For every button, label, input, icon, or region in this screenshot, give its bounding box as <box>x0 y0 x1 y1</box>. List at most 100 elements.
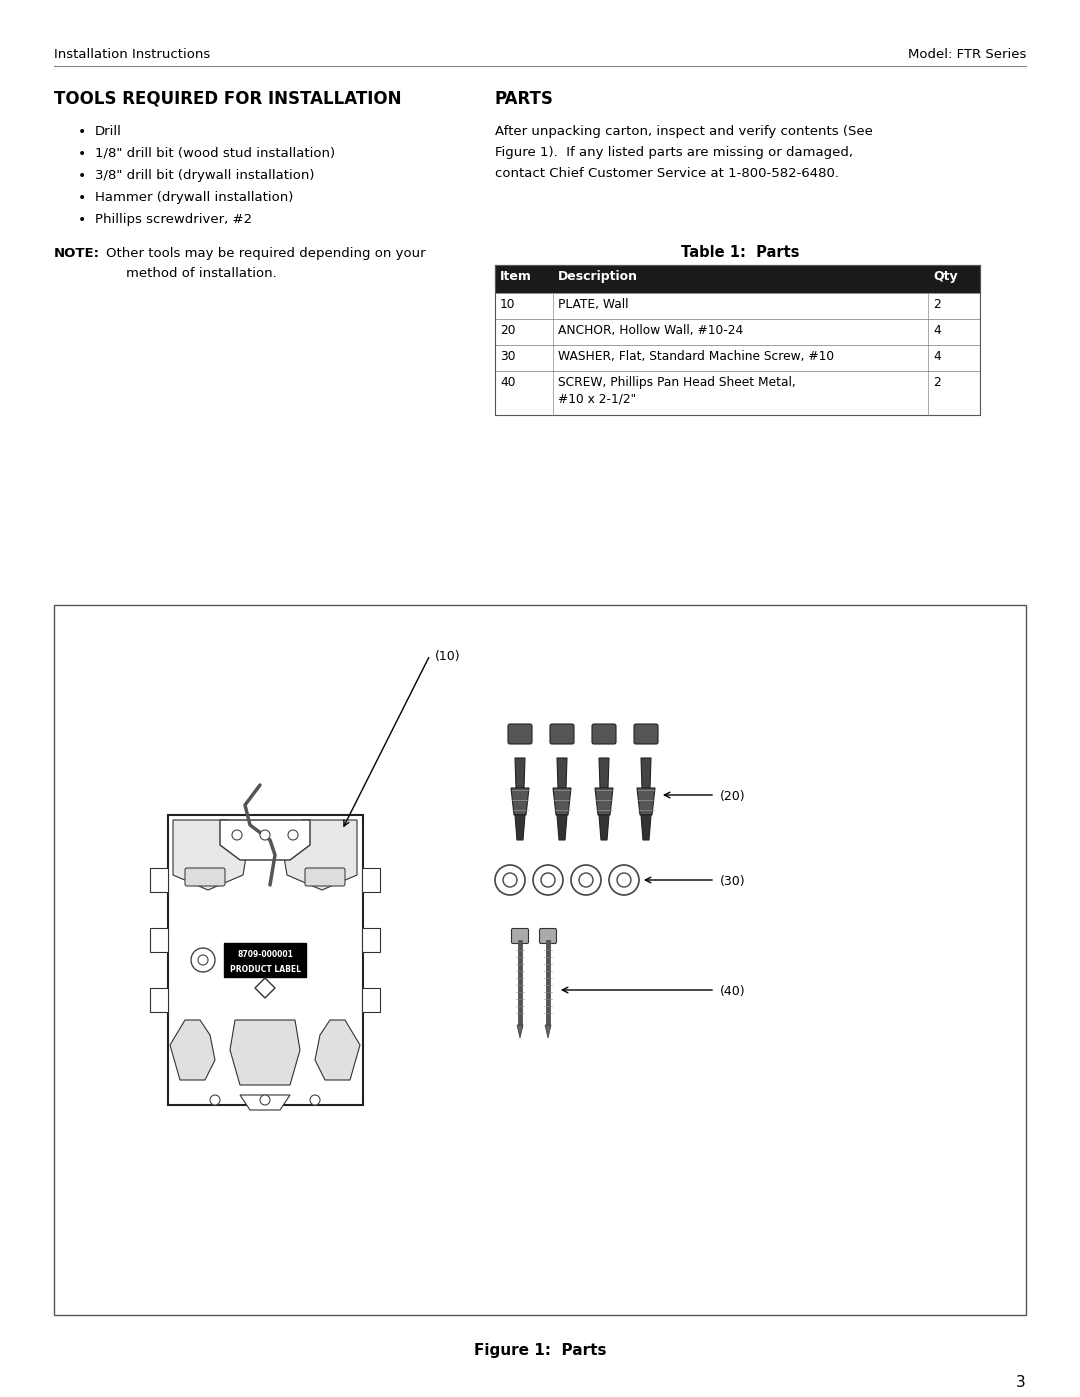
Circle shape <box>210 1095 220 1105</box>
Circle shape <box>495 865 525 895</box>
Text: SCREW, Phillips Pan Head Sheet Metal,: SCREW, Phillips Pan Head Sheet Metal, <box>558 376 796 388</box>
Text: (20): (20) <box>720 789 745 803</box>
Bar <box>495 319 980 345</box>
Polygon shape <box>557 759 567 788</box>
Polygon shape <box>362 988 380 1011</box>
Text: 4: 4 <box>933 351 941 363</box>
Text: 2: 2 <box>933 298 941 312</box>
Text: WASHER, Flat, Standard Machine Screw, #10: WASHER, Flat, Standard Machine Screw, #1… <box>558 351 834 363</box>
Text: (30): (30) <box>720 875 745 888</box>
Circle shape <box>609 865 639 895</box>
Circle shape <box>260 830 270 840</box>
Text: PLATE, Wall: PLATE, Wall <box>558 298 629 312</box>
Text: 20: 20 <box>500 324 515 337</box>
Circle shape <box>617 873 631 887</box>
Bar <box>54 605 1026 1315</box>
Text: Phillips screwdriver, #2: Phillips screwdriver, #2 <box>95 212 252 226</box>
Circle shape <box>579 873 593 887</box>
Text: NOTE:: NOTE: <box>54 247 100 260</box>
Text: 30: 30 <box>500 351 515 363</box>
Text: Drill: Drill <box>95 124 122 138</box>
Polygon shape <box>515 814 525 840</box>
Polygon shape <box>170 1020 215 1080</box>
FancyBboxPatch shape <box>592 724 616 745</box>
Text: •: • <box>78 212 86 226</box>
Text: Model: FTR Series: Model: FTR Series <box>907 47 1026 61</box>
Bar <box>168 814 363 1105</box>
Text: 40: 40 <box>500 376 515 388</box>
FancyBboxPatch shape <box>512 929 528 943</box>
Text: Figure 1).  If any listed parts are missing or damaged,: Figure 1). If any listed parts are missi… <box>495 147 853 159</box>
Polygon shape <box>220 820 310 861</box>
Polygon shape <box>637 788 654 814</box>
Bar <box>495 265 980 415</box>
Bar <box>495 372 980 415</box>
Circle shape <box>534 865 563 895</box>
Circle shape <box>541 873 555 887</box>
FancyBboxPatch shape <box>634 724 658 745</box>
Polygon shape <box>599 759 609 788</box>
Text: 10: 10 <box>500 298 515 312</box>
Text: PRODUCT LABEL: PRODUCT LABEL <box>229 965 300 974</box>
Polygon shape <box>511 788 529 814</box>
Polygon shape <box>517 1025 523 1038</box>
Polygon shape <box>557 814 567 840</box>
Circle shape <box>288 830 298 840</box>
Text: Installation Instructions: Installation Instructions <box>54 47 211 61</box>
Polygon shape <box>150 988 168 1011</box>
Polygon shape <box>255 978 275 997</box>
Circle shape <box>260 1095 270 1105</box>
Text: Other tools may be required depending on your: Other tools may be required depending on… <box>106 247 426 260</box>
Text: Item: Item <box>500 270 531 284</box>
Text: Qty: Qty <box>933 270 958 284</box>
Polygon shape <box>595 788 613 814</box>
Bar <box>495 345 980 372</box>
Text: 8709-000001: 8709-000001 <box>238 950 293 958</box>
Polygon shape <box>240 1095 291 1111</box>
Polygon shape <box>150 868 168 893</box>
Text: method of installation.: method of installation. <box>126 267 276 279</box>
Text: 1/8" drill bit (wood stud installation): 1/8" drill bit (wood stud installation) <box>95 147 335 161</box>
Polygon shape <box>515 759 525 788</box>
Circle shape <box>310 1095 320 1105</box>
Polygon shape <box>282 820 357 890</box>
Text: contact Chief Customer Service at 1-800-582-6480.: contact Chief Customer Service at 1-800-… <box>495 168 839 180</box>
Text: PARTS: PARTS <box>495 89 554 108</box>
Text: 4: 4 <box>933 324 941 337</box>
Text: •: • <box>78 147 86 161</box>
Polygon shape <box>642 814 651 840</box>
Text: Figure 1:  Parts: Figure 1: Parts <box>474 1343 606 1358</box>
Text: 3: 3 <box>1016 1375 1026 1390</box>
FancyBboxPatch shape <box>305 868 345 886</box>
FancyBboxPatch shape <box>185 868 225 886</box>
FancyBboxPatch shape <box>550 724 573 745</box>
Polygon shape <box>642 759 651 788</box>
Text: (10): (10) <box>435 650 461 664</box>
Circle shape <box>503 873 517 887</box>
Circle shape <box>191 949 215 972</box>
Text: Table 1:  Parts: Table 1: Parts <box>680 244 799 260</box>
Text: ANCHOR, Hollow Wall, #10-24: ANCHOR, Hollow Wall, #10-24 <box>558 324 743 337</box>
Polygon shape <box>315 1020 360 1080</box>
Text: •: • <box>78 124 86 138</box>
Polygon shape <box>553 788 571 814</box>
Bar <box>224 943 306 977</box>
Polygon shape <box>150 928 168 951</box>
Text: •: • <box>78 169 86 183</box>
Polygon shape <box>362 868 380 893</box>
Text: 2: 2 <box>933 376 941 388</box>
Circle shape <box>232 830 242 840</box>
Circle shape <box>571 865 600 895</box>
Polygon shape <box>173 820 248 890</box>
Text: (40): (40) <box>720 985 745 997</box>
Bar <box>495 265 980 293</box>
Text: 3/8" drill bit (drywall installation): 3/8" drill bit (drywall installation) <box>95 169 314 182</box>
Text: After unpacking carton, inspect and verify contents (See: After unpacking carton, inspect and veri… <box>495 124 873 138</box>
Polygon shape <box>230 1020 300 1085</box>
Polygon shape <box>599 814 609 840</box>
FancyBboxPatch shape <box>540 929 556 943</box>
FancyBboxPatch shape <box>508 724 532 745</box>
Polygon shape <box>545 1025 551 1038</box>
Text: Hammer (drywall installation): Hammer (drywall installation) <box>95 191 294 204</box>
Polygon shape <box>362 928 380 951</box>
